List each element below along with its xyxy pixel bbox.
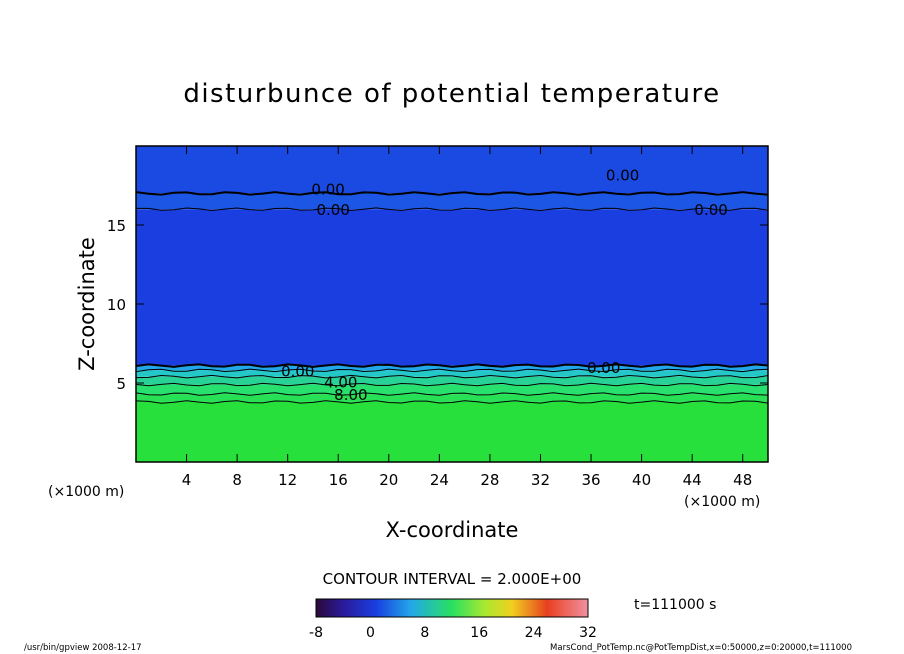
x-tick-label-11: 48 xyxy=(733,471,752,489)
x-unit-left: (×1000 m) xyxy=(48,484,124,500)
x-tick-label-0: 4 xyxy=(182,471,192,489)
contour-line-8 xyxy=(136,191,768,196)
contour-label-0: 0.00 xyxy=(281,362,314,380)
contour-label-5: 0.00 xyxy=(316,201,349,219)
x-tick-label-5: 24 xyxy=(430,471,449,489)
contour-line-7 xyxy=(136,207,768,212)
colorbar-tick-label-3: 16 xyxy=(470,625,488,641)
field-band-7 xyxy=(136,193,768,210)
x-tick-label-8: 36 xyxy=(581,471,600,489)
x-axis: 4 8 12 16 20 24 28 32 36 40 44 48 xyxy=(182,146,752,489)
time-label: t=111000 s xyxy=(634,597,716,613)
contour-line-3 xyxy=(136,382,768,387)
x-tick-label-3: 16 xyxy=(329,471,348,489)
contour-label-3: 0.00 xyxy=(587,359,620,377)
x-axis-title: X-coordinate xyxy=(386,518,519,542)
colorbar-ticks: -8 0 8 16 24 32 xyxy=(309,625,597,641)
colorbar-tick-label-5: 32 xyxy=(579,625,597,641)
contour-label-7: 0.00 xyxy=(694,201,727,219)
colorbar-tick-label-4: 24 xyxy=(525,625,543,641)
footer-left: /usr/bin/gpview 2008-12-17 xyxy=(24,643,142,653)
contour-line-6 xyxy=(136,363,768,368)
colorbar-tick-label-0: -8 xyxy=(309,625,323,641)
x-tick-label-9: 40 xyxy=(632,471,651,489)
field-band-6 xyxy=(136,209,768,366)
contour-line-1 xyxy=(136,400,768,404)
contour-line-5 xyxy=(136,368,768,373)
x-tick-label-2: 12 xyxy=(278,471,297,489)
field-band-0 xyxy=(136,401,768,462)
footer-right: MarsCond_PotTemp.nc@PotTempDist,x=0:5000… xyxy=(550,643,852,653)
colorbar xyxy=(315,598,589,618)
x-tick-label-7: 32 xyxy=(531,471,550,489)
contour-interval: CONTOUR INTERVAL = 2.000E+00 xyxy=(323,570,582,588)
contour-label-4: 0.00 xyxy=(311,181,344,199)
contour-line-2 xyxy=(136,392,768,396)
x-tick-label-1: 8 xyxy=(232,471,242,489)
field-band-4 xyxy=(136,370,768,377)
contour-label-1: 4.00 xyxy=(324,373,357,391)
field-band-5 xyxy=(136,365,768,371)
x-tick-label-6: 28 xyxy=(480,471,499,489)
y-tick-label-0: 5 xyxy=(116,375,126,393)
x-tick-label-10: 44 xyxy=(683,471,702,489)
contour-label-6: 0.00 xyxy=(606,166,639,184)
y-axis-title: Z-coordinate xyxy=(75,237,99,371)
x-tick-label-4: 20 xyxy=(379,471,398,489)
field-band-8 xyxy=(136,146,768,194)
contour-label-2: 8.00 xyxy=(334,386,367,404)
field-band-3 xyxy=(136,376,768,385)
y-axis: 5 10 15 xyxy=(107,217,768,393)
field-band-2 xyxy=(136,384,768,395)
contour-line-4 xyxy=(136,374,768,379)
y-tick-label-2: 15 xyxy=(107,217,126,235)
colorbar-tick-label-2: 8 xyxy=(420,625,429,641)
field-band-1 xyxy=(136,394,768,402)
chart-title: disturbunce of potential temperature xyxy=(183,79,720,109)
colorbar-tick-label-1: 0 xyxy=(366,625,375,641)
x-unit-right: (×1000 m) xyxy=(684,494,760,510)
plot-area: 0.00 4.008.00 0.00 0.00 0.00 0.00 0.00 xyxy=(136,146,768,462)
y-tick-label-1: 10 xyxy=(107,296,126,314)
